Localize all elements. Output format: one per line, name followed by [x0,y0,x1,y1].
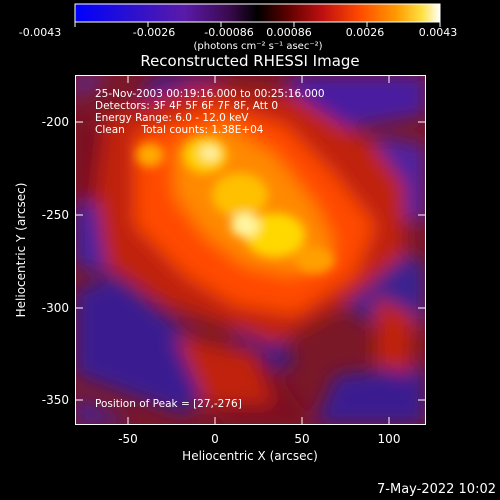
colorbar-tick-label: -0.0026 [133,26,175,39]
image-frame [75,75,426,425]
colorbar-tick-label: 0.0026 [346,26,385,39]
colorbar-tick-label: -0.00086 [204,26,253,39]
y-axis-ticks [75,121,426,401]
y-tick-label: -200 [42,115,69,129]
footer-date: 7-May-2022 10:02 [377,482,496,497]
x-tick-label: 0 [211,432,219,446]
peak-position: Position of Peak = [27,-276] [95,398,242,410]
x-tick-label: -50 [118,432,138,446]
y-axis-label: Heliocentric Y (arcsec) [14,183,28,318]
colorbar-tick-label: 0.0043 [419,26,458,39]
colorbar-gradient [74,3,441,23]
colorbar-unit-label: (photons cm⁻² s⁻¹ asec⁻²) [193,41,322,52]
x-tick-label: 100 [378,432,401,446]
colorbar: -0.0043 -0.0026 -0.00086 0.00086 0.0026 … [19,3,458,52]
method-counts: Clean Total counts: 1.38E+04 [95,124,264,136]
rhessi-image [75,75,426,425]
image-title: Reconstructed RHESSI Image [140,52,360,70]
y-tick-label: -300 [42,301,69,315]
colorbar-tick-label: -0.0043 [19,26,61,39]
emission-peak [136,137,335,274]
x-tick-label: 50 [294,432,309,446]
x-axis-ticks [127,75,390,425]
x-axis-label: Heliocentric X (arcsec) [182,449,318,463]
colorbar-tick-label: 0.00086 [266,26,312,39]
time-range: 25-Nov-2003 00:19:16.000 to 00:25:16.000 [95,88,325,100]
y-tick-label: -350 [42,393,69,407]
y-tick-label: -250 [42,208,69,222]
detectors: Detectors: 3F 4F 5F 6F 7F 8F, Att 0 [95,100,279,112]
energy-range: Energy Range: 6.0 - 12.0 keV [95,112,249,124]
